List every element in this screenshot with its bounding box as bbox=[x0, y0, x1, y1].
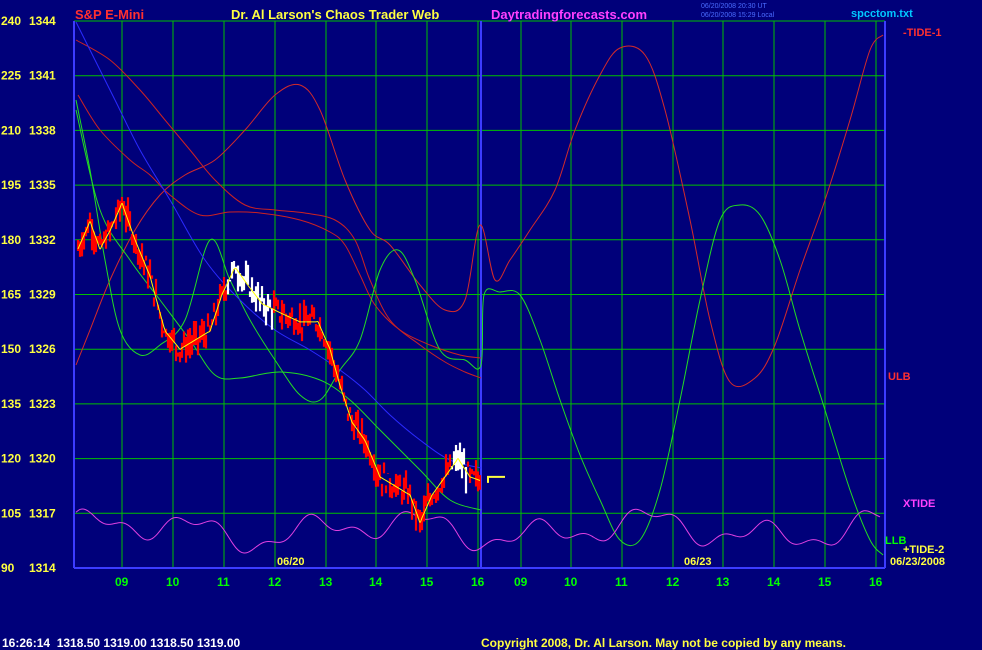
y-tick-price: 1326 bbox=[29, 342, 56, 356]
y-tick-index: 210 bbox=[1, 123, 21, 137]
label-xtide: XTIDE bbox=[903, 498, 935, 510]
x-tick-label: 16 bbox=[471, 575, 485, 589]
y-tick-price: 1329 bbox=[29, 288, 56, 302]
x-tick-label: 09 bbox=[115, 575, 129, 589]
x-tick-label: 15 bbox=[818, 575, 832, 589]
timestamp-ut: 06/20/2008 20:30 UT bbox=[701, 3, 767, 10]
y-tick-index: 105 bbox=[1, 506, 21, 520]
chart-grid: 240 1344 225 1341 210 1338 195 1335 180 1332 165 13… bbox=[1, 14, 886, 589]
y-tick-price: 1338 bbox=[29, 123, 56, 137]
quote-readout: 16:26:14 1318.50 1319.00 1318.50 1319.00 bbox=[2, 636, 241, 650]
y-tick-price: 1314 bbox=[29, 561, 56, 575]
website-link[interactable]: Daytradingforecasts.com bbox=[491, 7, 647, 22]
price-bars bbox=[76, 196, 505, 533]
x-tick-label: 12 bbox=[268, 575, 282, 589]
x-tick-label: 13 bbox=[716, 575, 730, 589]
y-tick-index: 135 bbox=[1, 397, 21, 411]
y-tick-price: 1317 bbox=[29, 506, 56, 520]
last-price-marker bbox=[487, 475, 505, 483]
date-label-full: 06/23/2008 bbox=[890, 556, 945, 568]
x-tick-label: 14 bbox=[369, 575, 383, 589]
timestamp-local: 06/20/2008 15:29 Local bbox=[701, 12, 775, 19]
y-tick-price: 1320 bbox=[29, 452, 56, 466]
x-tick-label: 13 bbox=[319, 575, 333, 589]
tide1-line bbox=[75, 34, 884, 388]
y-tick-index: 165 bbox=[1, 288, 21, 302]
y-tick-index: 195 bbox=[1, 178, 21, 192]
y-tick-index: 180 bbox=[1, 233, 21, 247]
copyright-text: Copyright 2008, Dr. Al Larson. May not b… bbox=[481, 636, 846, 650]
y-tick-price: 1344 bbox=[29, 14, 56, 28]
y-tick-index: 225 bbox=[1, 69, 21, 83]
label-tide1: -TIDE-1 bbox=[903, 27, 942, 39]
y-tick-price: 1332 bbox=[29, 233, 56, 247]
ulb-line bbox=[75, 39, 482, 379]
x-tick-label: 11 bbox=[615, 575, 628, 589]
x-tick-label: 14 bbox=[767, 575, 781, 589]
chart-title: Dr. Al Larson's Chaos Trader Web bbox=[231, 7, 439, 22]
y-tick-price: 1323 bbox=[29, 397, 56, 411]
x-tick-label: 11 bbox=[217, 575, 230, 589]
price-average-line bbox=[77, 202, 481, 523]
date-label-0620: 06/20 bbox=[277, 556, 305, 568]
y-tick-price: 1341 bbox=[29, 69, 56, 83]
llb-lower-line bbox=[75, 109, 482, 511]
y-tick-index: 150 bbox=[1, 342, 21, 356]
llb-line bbox=[75, 99, 884, 556]
date-label-0623: 06/23 bbox=[684, 556, 712, 568]
x-tick-label: 10 bbox=[166, 575, 180, 589]
symbol-label: S&P E-Mini bbox=[75, 7, 144, 22]
blue-average-line bbox=[75, 21, 482, 469]
label-ulb: ULB bbox=[888, 371, 911, 383]
y-tick-index: 240 bbox=[1, 14, 21, 28]
label-tide2: +TIDE-2 bbox=[903, 544, 944, 556]
filename-label: spcctom.txt bbox=[851, 8, 913, 20]
x-tick-label: 15 bbox=[420, 575, 434, 589]
y-tick-index: 90 bbox=[1, 561, 15, 575]
x-tick-label: 12 bbox=[666, 575, 680, 589]
ulb-lower-line bbox=[77, 94, 482, 359]
x-tick-label: 10 bbox=[564, 575, 578, 589]
x-tick-label: 09 bbox=[514, 575, 528, 589]
xtide-line bbox=[75, 508, 881, 554]
y-tick-index: 120 bbox=[1, 452, 21, 466]
label-llb: LLB bbox=[885, 535, 906, 547]
y-tick-price: 1335 bbox=[29, 178, 56, 192]
x-tick-label: 16 bbox=[869, 575, 883, 589]
chart-lines bbox=[75, 21, 884, 556]
